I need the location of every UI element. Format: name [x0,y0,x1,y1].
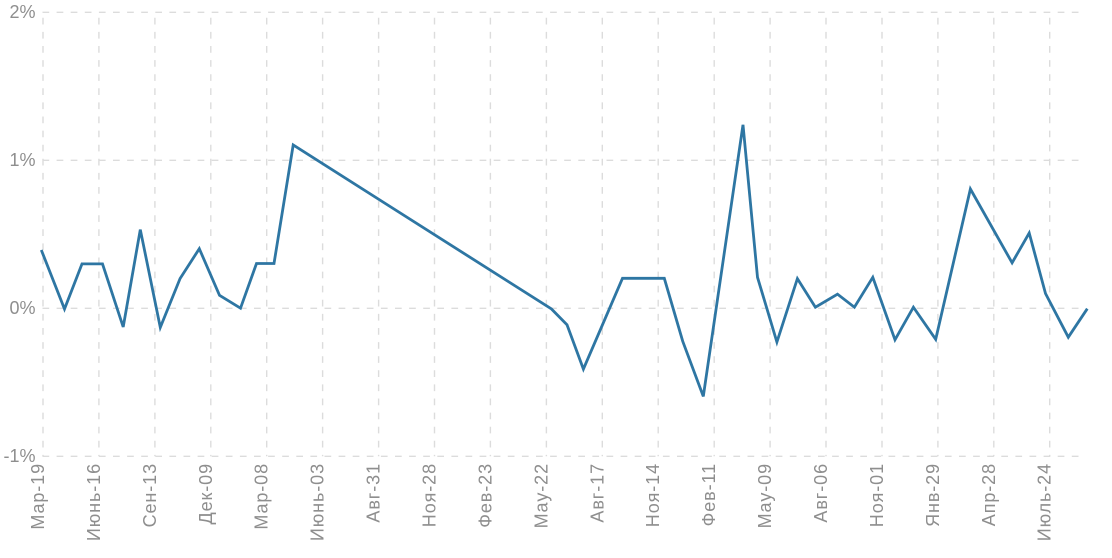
svg-text:0%: 0% [9,298,35,318]
svg-text:Июнь-16: Июнь-16 [84,463,104,541]
svg-text:Авг-06: Авг-06 [811,463,831,523]
svg-text:Июнь-03: Июнь-03 [308,463,328,541]
svg-text:Ноя-28: Ноя-28 [420,463,440,527]
svg-text:Авг-31: Авг-31 [364,463,384,523]
svg-text:Апр-28: Апр-28 [979,463,999,526]
svg-text:Мар-08: Мар-08 [252,463,272,530]
svg-text:May-22: May-22 [531,463,551,528]
svg-text:Дек-09: Дек-09 [196,463,216,525]
svg-text:Авг-17: Авг-17 [587,463,607,523]
svg-text:Ноя-01: Ноя-01 [867,463,887,527]
svg-text:Янв-29: Янв-29 [923,463,943,527]
svg-text:Мар-19: Мар-19 [28,463,48,530]
svg-text:Ноя-14: Ноя-14 [643,463,663,527]
svg-text:Июль-24: Июль-24 [1035,463,1055,541]
svg-text:2%: 2% [9,2,35,22]
svg-text:-1%: -1% [3,446,35,466]
svg-text:Фев-11: Фев-11 [699,463,719,526]
svg-text:Сен-13: Сен-13 [140,463,160,527]
svg-text:Фев-23: Фев-23 [475,463,495,528]
svg-text:1%: 1% [9,150,35,170]
svg-text:May-09: May-09 [755,463,775,528]
